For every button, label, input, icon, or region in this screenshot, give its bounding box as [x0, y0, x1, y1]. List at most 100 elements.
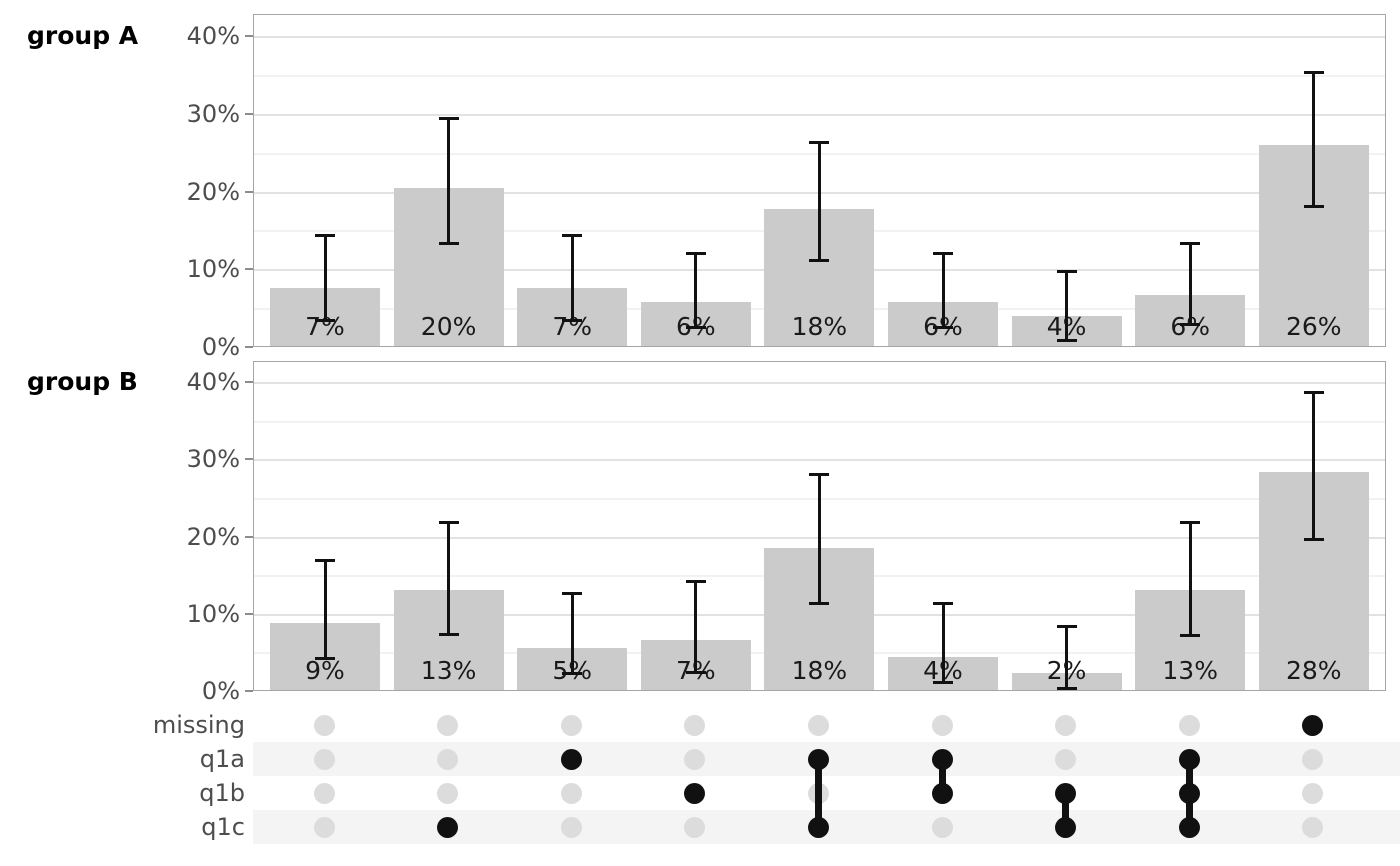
error-bar-cap-bottom	[438, 633, 459, 637]
error-bar-line	[817, 142, 821, 261]
y-tick-label: 30%	[186, 99, 240, 128]
bar-value-label: 18%	[791, 312, 848, 341]
matrix-dot-filled	[1178, 748, 1200, 770]
error-bar-line	[323, 235, 327, 321]
error-bar-cap-bottom	[933, 326, 953, 330]
matrix-dot-empty	[313, 748, 335, 770]
panel-b-title: group B	[27, 367, 138, 396]
y-tick-mark	[245, 35, 253, 38]
matrix-dot-empty	[684, 748, 706, 770]
matrix-dot-filled	[437, 816, 459, 838]
matrix-dot-empty	[1178, 714, 1200, 736]
y-tick-label: 0%	[201, 677, 240, 705]
error-bar-line	[323, 560, 327, 659]
y-tick-label: 20%	[186, 177, 240, 206]
major-gridline	[254, 113, 1385, 116]
error-bar-cap-top	[438, 117, 459, 121]
y-tick-label: 10%	[186, 255, 240, 284]
matrix-dot-empty	[1055, 714, 1077, 736]
matrix-dot-empty	[313, 782, 335, 804]
y-tick-label: 20%	[186, 522, 240, 551]
y-tick-mark	[245, 268, 253, 271]
error-bar-line	[447, 522, 451, 635]
y-tick-label: 30%	[186, 445, 240, 474]
error-bar-cap-bottom	[1056, 338, 1077, 342]
bar-value-label: 13%	[420, 656, 477, 685]
y-tick-label: 10%	[186, 599, 240, 628]
matrix-row-label-q1c: q1c	[201, 813, 245, 841]
error-bar-cap-bottom	[809, 259, 830, 263]
matrix-dot-empty	[1302, 816, 1324, 838]
bar-value-label: 18%	[791, 656, 848, 685]
error-bar-cap-bottom	[685, 671, 706, 675]
y-tick-mark	[245, 535, 253, 538]
y-tick-label: 0%	[201, 333, 240, 361]
matrix-row-label-q1b: q1b	[199, 779, 245, 807]
y-tick-mark	[245, 346, 253, 348]
matrix-dot-empty	[1055, 748, 1077, 770]
error-bar-cap-bottom	[562, 671, 583, 675]
bar-value-label: 13%	[1162, 656, 1218, 685]
error-bar-line	[694, 253, 698, 328]
minor-gridline	[254, 420, 1385, 423]
error-bar-cap-bottom	[562, 319, 583, 323]
error-bar-cap-top	[809, 472, 830, 476]
error-bar-cap-top	[1056, 624, 1077, 628]
error-bar-cap-bottom	[809, 602, 830, 606]
error-bar-cap-bottom	[438, 241, 459, 245]
minor-gridline	[254, 74, 1385, 77]
matrix-dot-empty	[684, 714, 706, 736]
matrix-dot-filled	[560, 748, 582, 770]
error-bar-cap-top	[1180, 242, 1201, 246]
y-tick-mark	[245, 190, 253, 193]
matrix-dot-empty	[437, 782, 459, 804]
matrix-dot-empty	[1302, 748, 1324, 770]
major-gridline	[254, 36, 1385, 39]
panel-a-plot-area: 7%20%7%6%18%6%4%6%26%	[253, 14, 1386, 347]
error-bar-cap-bottom	[1180, 323, 1201, 327]
error-bar-cap-top	[438, 520, 459, 524]
bar-value-label: 9%	[305, 656, 345, 685]
error-bar-cap-bottom	[1303, 205, 1324, 209]
error-bar-cap-top	[1303, 70, 1324, 74]
error-bar-cap-bottom	[1056, 687, 1077, 691]
matrix-dot-empty	[931, 714, 953, 736]
error-bar-cap-top	[685, 580, 706, 584]
matrix-dot-empty	[684, 816, 706, 838]
panel-a-title: group A	[27, 21, 139, 50]
error-bar-cap-top	[809, 141, 830, 145]
matrix-dot-empty	[437, 748, 459, 770]
error-bar-cap-bottom	[315, 319, 335, 323]
y-tick-label: 40%	[186, 22, 240, 51]
matrix-dot-filled	[807, 816, 829, 838]
error-bar-cap-bottom	[315, 657, 335, 661]
y-tick-mark	[245, 458, 253, 461]
error-bar-line	[1188, 522, 1192, 636]
matrix-dot-empty	[313, 714, 335, 736]
error-bar-line	[447, 118, 451, 244]
matrix-dot-empty	[931, 816, 953, 838]
matrix-connector-line	[814, 759, 822, 827]
y-tick-mark	[245, 112, 253, 115]
matrix-dot-filled	[1055, 816, 1077, 838]
matrix-dot-filled	[1302, 714, 1324, 736]
y-tick-label: 40%	[186, 368, 240, 396]
bar-value-label: 20%	[420, 312, 477, 341]
error-bar-line	[570, 235, 574, 321]
error-bar-cap-top	[933, 602, 953, 606]
error-bar-cap-top	[1303, 390, 1324, 394]
error-bar-line	[1065, 271, 1069, 341]
bar-value-label: 28%	[1286, 656, 1342, 685]
error-bar-cap-top	[685, 251, 706, 255]
error-bar-line	[941, 253, 945, 328]
matrix-connector-line	[1062, 793, 1070, 827]
error-bar-line	[941, 603, 945, 683]
major-gridline	[254, 382, 1385, 384]
matrix-dot-filled	[931, 748, 953, 770]
error-bar-cap-bottom	[1303, 538, 1324, 542]
error-bar-cap-top	[562, 591, 583, 595]
error-bar-cap-top	[933, 251, 953, 255]
matrix-dot-empty	[560, 714, 582, 736]
y-tick-mark	[245, 690, 253, 692]
